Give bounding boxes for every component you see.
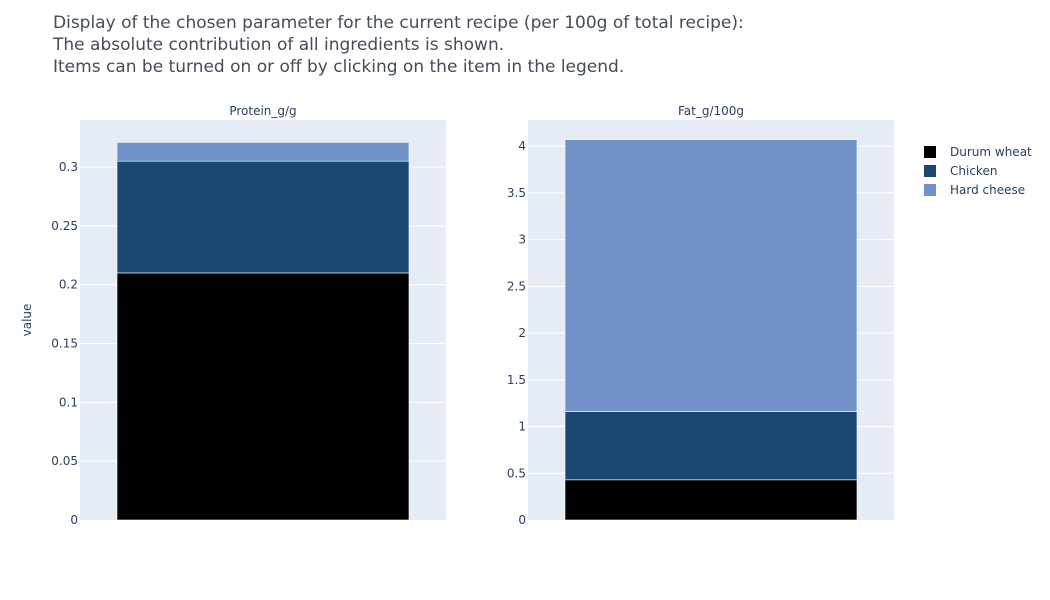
description-line-3: Items can be turned on or off by clickin…: [53, 57, 625, 77]
chart-description: Display of the chosen parameter for the …: [53, 12, 744, 78]
bar-segment-hard-cheese[interactable]: [564, 139, 858, 412]
legend-swatch: [924, 146, 936, 158]
legend-swatch: [924, 184, 936, 196]
y-tick-label: 0.5: [507, 466, 526, 480]
bar-segment-chicken[interactable]: [564, 411, 858, 481]
y-tick-label: 0.2: [59, 278, 78, 292]
y-tick-label: 1.5: [507, 373, 526, 387]
y-tick-label: 4: [518, 139, 526, 153]
description-line-1: Display of the chosen parameter for the …: [53, 13, 744, 33]
subplot-title: Protein_g/g: [229, 104, 296, 118]
legend-item-hard-cheese[interactable]: Hard cheese: [924, 183, 1025, 197]
y-tick-label: 0: [518, 513, 526, 527]
y-tick-label: 0: [70, 513, 78, 527]
y-tick-label: 0.25: [51, 219, 78, 233]
y-tick-label: 0.1: [59, 395, 78, 409]
y-axis-label: value: [20, 304, 34, 337]
bar-segment-durum-wheat[interactable]: [116, 272, 410, 521]
legend-swatch: [924, 165, 936, 177]
legend-label: Hard cheese: [950, 183, 1025, 197]
y-tick-label: 0.3: [59, 160, 78, 174]
legend-item-durum-wheat[interactable]: Durum wheat: [924, 145, 1032, 159]
y-tick-label: 1: [518, 420, 526, 434]
legend-item-chicken[interactable]: Chicken: [924, 164, 997, 178]
legend: Durum wheat Chicken Hard cheese: [924, 145, 1032, 197]
bar-segment-durum-wheat[interactable]: [564, 479, 858, 521]
y-tick-label: 2.5: [507, 279, 526, 293]
y-tick-label: 2: [518, 326, 526, 340]
y-tick-label: 3.5: [507, 186, 526, 200]
bar-segment-chicken[interactable]: [116, 160, 410, 274]
y-tick-label: 0.05: [51, 454, 78, 468]
bar-segment-hard-cheese[interactable]: [116, 142, 410, 162]
description-line-2: The absolute contribution of all ingredi…: [53, 35, 505, 55]
subplot-protein: 0 0.05 0.1 0.15 0.2 0.25 0.3 Protein_g/g: [51, 104, 446, 527]
y-tick-label: 0.15: [51, 337, 78, 351]
subplot-fat: 0 0.5 1 1.5 2 2.5 3 3.5 4 Fat_g/100g: [507, 104, 894, 527]
y-tick-label: 3: [518, 233, 526, 247]
legend-label: Chicken: [950, 164, 997, 178]
legend-label: Durum wheat: [950, 145, 1032, 159]
subplot-title: Fat_g/100g: [678, 104, 744, 118]
